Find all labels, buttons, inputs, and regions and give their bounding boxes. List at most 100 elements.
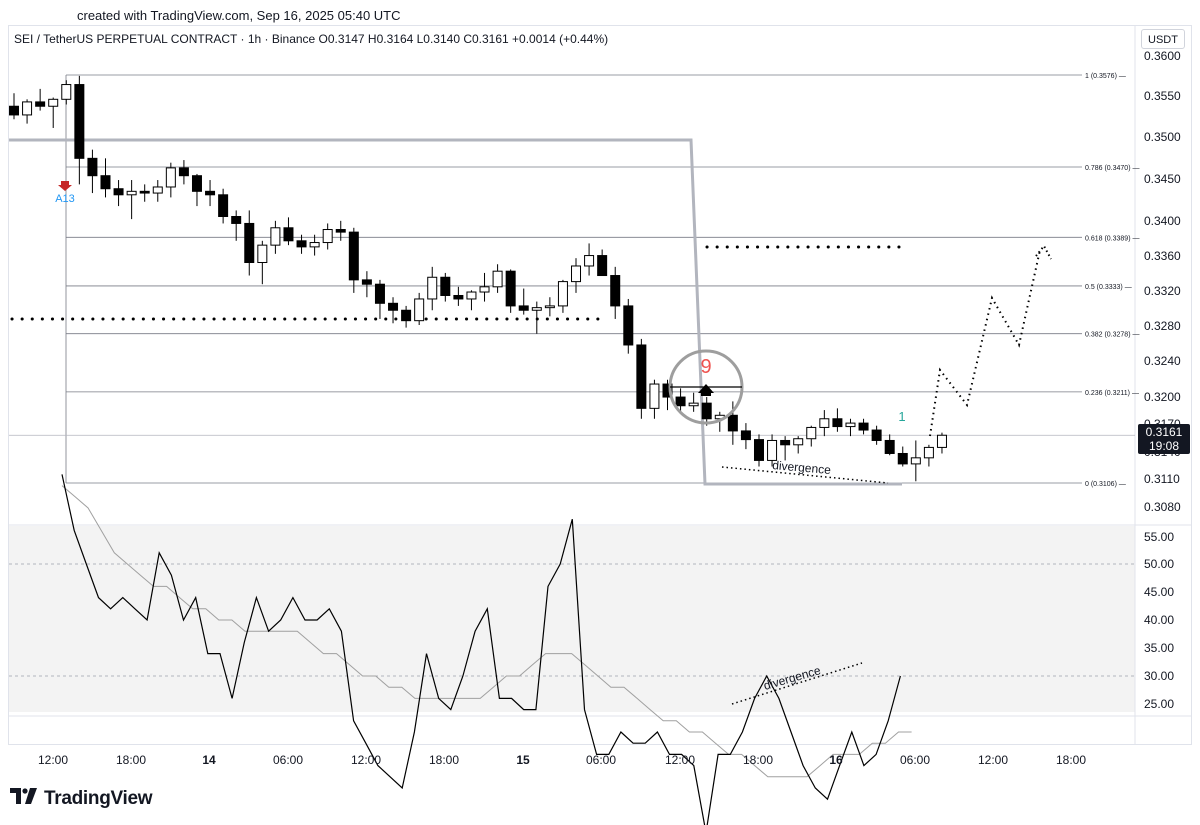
grey-overlay-line — [9, 138, 902, 486]
bar-countdown: 19:08 — [1148, 439, 1180, 453]
candle — [819, 410, 830, 437]
td-count-one: 1 — [898, 409, 905, 424]
time-axis-tick: 18:00 — [116, 753, 146, 767]
candle — [152, 180, 163, 202]
candle — [388, 297, 399, 324]
bearish-candle-body — [636, 344, 647, 409]
price-axis-tick: 0.3280 — [1144, 319, 1181, 333]
bearish-candle-body — [753, 439, 764, 461]
candle — [636, 338, 647, 419]
candle — [466, 290, 477, 311]
price-axis-tick: 0.3240 — [1144, 354, 1181, 368]
chart-frame — [8, 25, 1192, 745]
candle — [610, 266, 621, 319]
bearish-candle-body — [701, 402, 712, 420]
candle — [61, 80, 72, 105]
symbol-info-line[interactable]: SEI / TetherUS PERPETUAL CONTRACT · 1h ·… — [14, 32, 609, 46]
candle — [675, 388, 686, 412]
bearish-candle-body — [283, 227, 294, 242]
fib-level-label: 0.786 (0.3470) — — [1085, 165, 1139, 172]
bullish-candle-body — [793, 438, 804, 446]
candle — [688, 392, 699, 412]
candle — [427, 266, 438, 311]
bullish-candle-body — [688, 402, 699, 407]
bullish-candle-body — [322, 229, 333, 244]
fib-level-label: 0.382 (0.3278) — — [1085, 332, 1139, 339]
time-axis-tick: 16 — [829, 753, 843, 767]
bullish-candle-body — [531, 307, 542, 311]
bearish-candle-body — [205, 190, 216, 196]
bearish-candle-body — [871, 429, 882, 441]
candle — [623, 298, 634, 354]
bearish-candle-body — [218, 194, 229, 217]
rsi-axis-tick: 55.00 — [1144, 530, 1174, 544]
bullish-candle-body — [819, 418, 830, 428]
projection-arrow-icon — [1035, 244, 1052, 260]
candle — [923, 444, 934, 467]
bearish-candle-body — [884, 439, 895, 454]
candle — [897, 446, 908, 467]
price-axis-tick: 0.3400 — [1144, 214, 1181, 228]
candle — [322, 223, 333, 250]
candle — [557, 279, 568, 313]
tradingview-logo[interactable]: TradingView — [10, 788, 153, 810]
bearish-candle-body — [178, 167, 189, 177]
bullish-candle-body — [61, 84, 72, 100]
candle — [453, 286, 464, 306]
price-axis-tick: 0.3600 — [1144, 49, 1181, 63]
bullish-candle-body — [165, 167, 176, 188]
projection-path — [929, 249, 1041, 437]
time-axis-tick: 06:00 — [586, 753, 616, 767]
bullish-candle-body — [427, 276, 438, 300]
time-axis-tick: 12:00 — [351, 753, 381, 767]
bearish-candle-body — [361, 279, 372, 285]
candle — [832, 408, 843, 432]
bearish-candle-body — [897, 452, 908, 465]
bearish-candle-body — [780, 439, 791, 446]
fib-level-label: 0.5 (0.3333) — — [1085, 284, 1132, 291]
candle — [793, 436, 804, 454]
bullish-candle-body — [936, 434, 947, 448]
rsi-panel-background — [9, 526, 1135, 712]
candle — [113, 180, 124, 207]
candle — [309, 234, 320, 256]
fib-level-label: 0 (0.3106) — — [1085, 481, 1126, 488]
bullish-candle-body — [767, 439, 778, 461]
bullish-candle-body — [845, 422, 856, 428]
bearish-candle-body — [623, 305, 634, 346]
bearish-candle-body — [348, 231, 359, 281]
bearish-candle-body — [191, 175, 202, 192]
candle — [767, 434, 778, 467]
time-axis-tick: 14 — [202, 753, 216, 767]
time-axis-tick: 18:00 — [1056, 753, 1086, 767]
candle — [218, 188, 229, 224]
candle — [191, 173, 202, 207]
bearish-candle-body — [100, 175, 111, 190]
last-price-value: 0.3161 — [1145, 425, 1183, 439]
bullish-candle-body — [152, 186, 163, 194]
buy-arrow-icon — [698, 384, 714, 396]
rsi-axis-tick: 30.00 — [1144, 669, 1174, 683]
bullish-candle-body — [414, 298, 425, 322]
currency-badge[interactable]: USDT — [1141, 29, 1185, 49]
candle — [87, 149, 98, 194]
candle — [205, 180, 216, 207]
bearish-candle-body — [440, 276, 451, 296]
rsi-divergence-line — [731, 662, 863, 705]
time-axis-tick: 06:00 — [900, 753, 930, 767]
candle — [178, 160, 189, 185]
rsi-axis-tick: 35.00 — [1144, 641, 1174, 655]
fib-level-label: 0.236 (0.3211) — — [1085, 390, 1139, 397]
bearish-candle-body — [832, 418, 843, 428]
fib-level-label: 0.618 (0.3389) — — [1085, 235, 1139, 242]
time-axis-tick: 06:00 — [273, 753, 303, 767]
bullish-candle-body — [22, 101, 33, 116]
rsi-axis-tick: 25.00 — [1144, 697, 1174, 711]
candle — [22, 99, 33, 124]
candle — [165, 162, 176, 198]
candle — [492, 264, 503, 293]
fib-level-label: 1 (0.3576) — — [1085, 73, 1126, 80]
price-axis-tick: 0.3200 — [1144, 390, 1181, 404]
candle — [126, 180, 137, 220]
